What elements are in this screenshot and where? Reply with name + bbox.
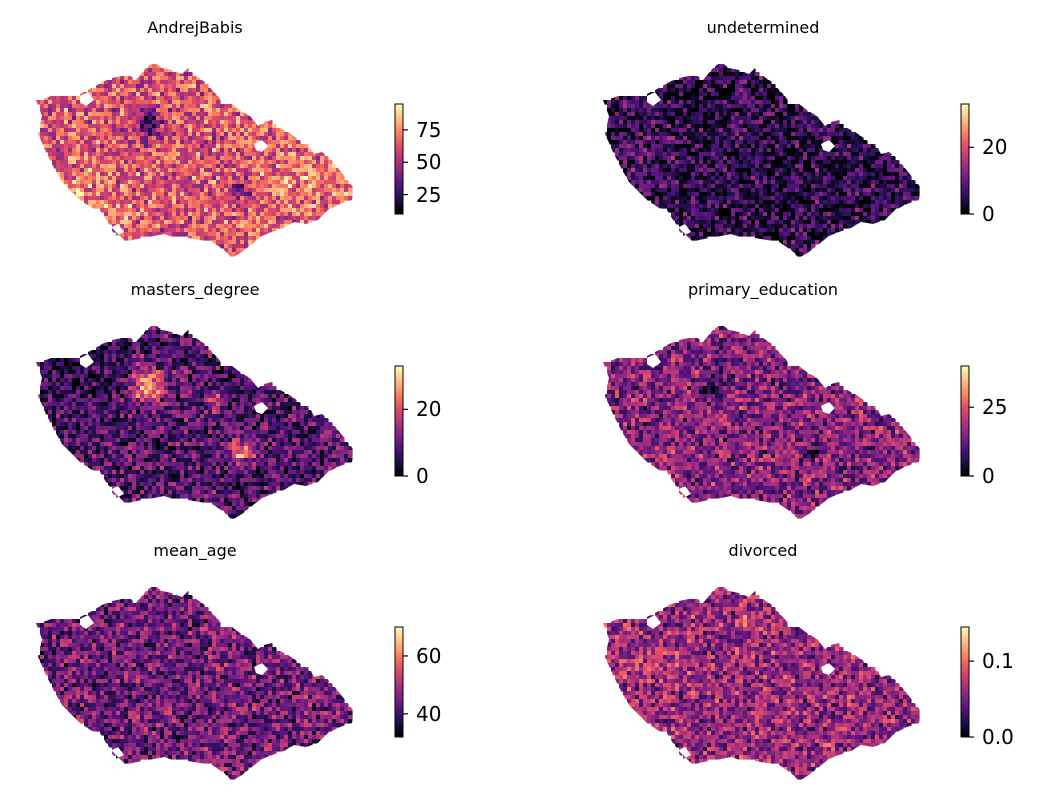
choropleth-map: [36, 587, 353, 780]
colorbar: [394, 365, 408, 477]
colorbar-tick-label: 40: [416, 701, 442, 726]
region-cells: [36, 326, 353, 519]
colorbar: [394, 103, 408, 215]
choropleth-map: [603, 64, 920, 257]
colorbar-tick-label: 0: [982, 202, 995, 226]
panel-title: masters_degree: [130, 280, 260, 299]
region-cells: [603, 587, 920, 780]
choropleth-map: [36, 326, 353, 519]
colorbar-tick-label: 20: [982, 135, 1008, 160]
colorbar-tick-label: 0: [416, 464, 429, 488]
colorbar-gradient: [394, 103, 404, 215]
colorbar-tick-label: 20: [416, 397, 442, 422]
region-cells: [603, 326, 920, 519]
choropleth-map: [36, 64, 353, 257]
colorbar-gradient: [960, 103, 970, 215]
region-cells: [36, 587, 353, 780]
colorbar: [960, 626, 974, 738]
region-cells: [36, 64, 353, 257]
colorbar: [960, 103, 974, 215]
colorbar-tick-label: 75: [416, 117, 442, 142]
colorbar-gradient: [394, 365, 404, 477]
panel-title: undetermined: [706, 18, 820, 37]
choropleth-map: [603, 587, 920, 780]
colorbar: [394, 626, 408, 738]
region-cells: [603, 64, 920, 257]
colorbar-tick-label: 0.0: [982, 725, 1014, 749]
colorbar-gradient: [960, 626, 970, 738]
colorbar: [960, 365, 974, 477]
colorbar-tick-label: 50: [416, 150, 442, 175]
panel-title: AndrejBabis: [147, 18, 243, 37]
colorbar-tick-label: 0.1: [982, 649, 1014, 674]
colorbar-tick-label: 0: [982, 464, 995, 488]
colorbar-tick-label: 60: [416, 643, 442, 668]
panel-title: divorced: [728, 541, 798, 560]
panel-title: primary_education: [687, 280, 838, 299]
colorbar-tick-label: 25: [982, 395, 1008, 420]
colorbar-gradient: [960, 365, 970, 477]
colorbar-tick-label: 25: [416, 182, 442, 207]
panel-title: mean_age: [153, 541, 237, 560]
choropleth-map: [603, 326, 920, 519]
colorbar-gradient: [394, 626, 404, 738]
